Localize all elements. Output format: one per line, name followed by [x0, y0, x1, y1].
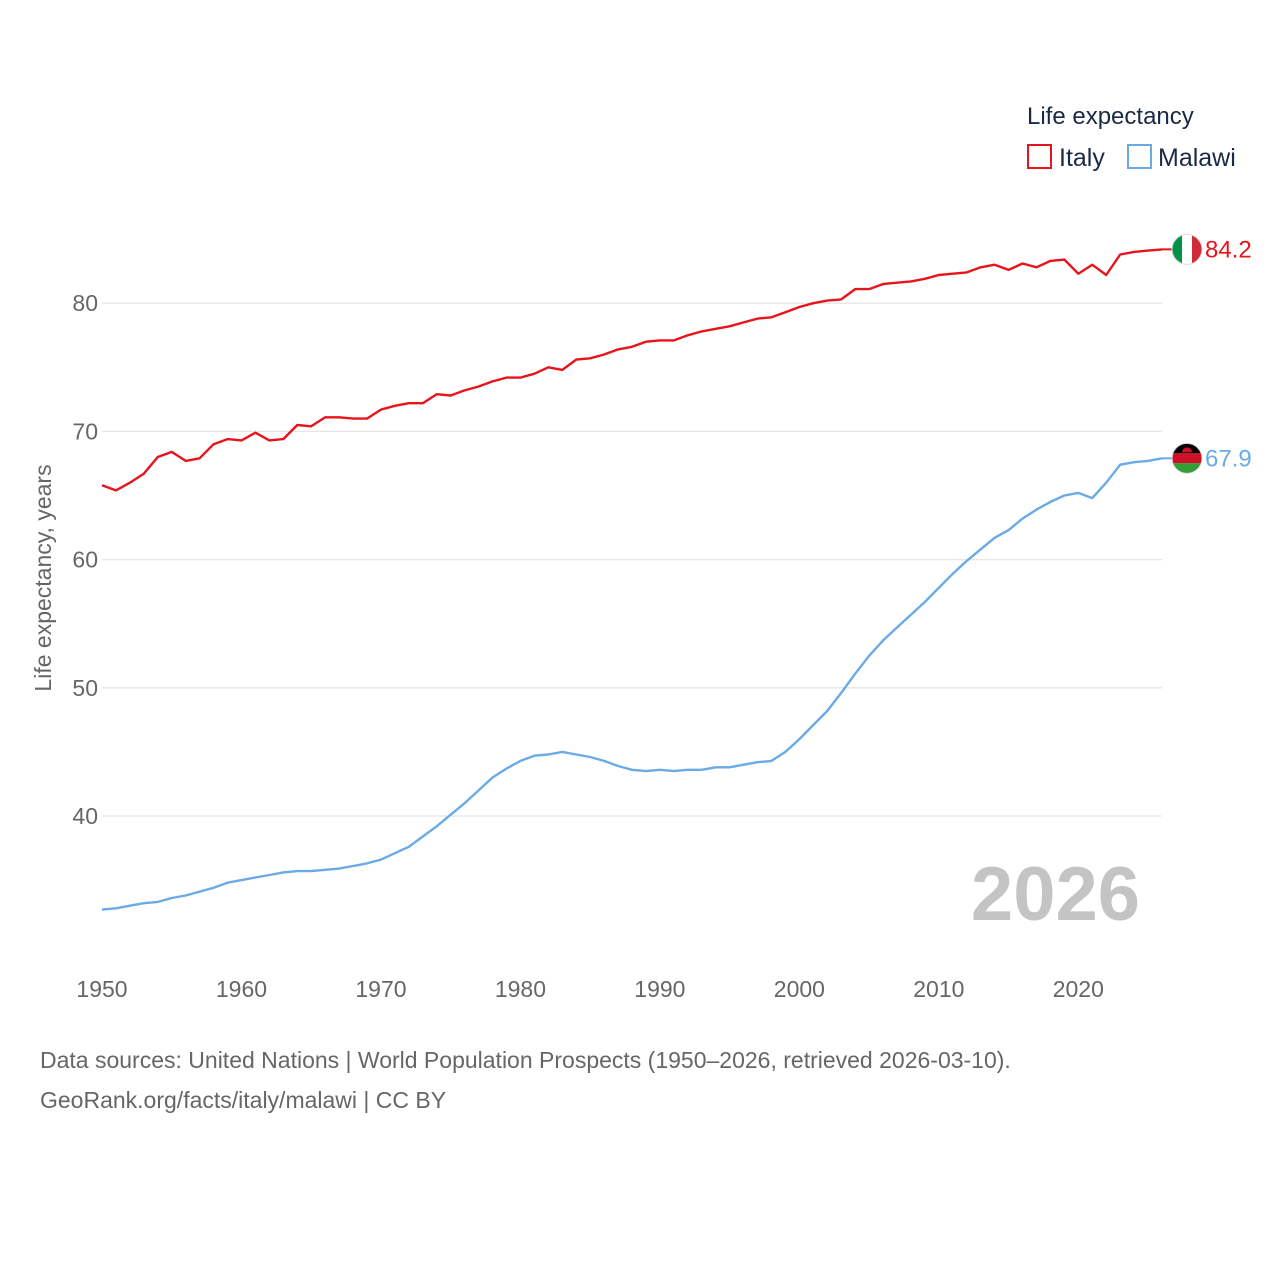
y-tick-label: 40 [72, 803, 98, 829]
x-axis-ticks: 1950 1960 1970 1980 1990 2000 2010 2020 [76, 976, 1103, 1002]
life-expectancy-chart: 40 50 60 70 80 1950 1960 1970 1980 1990 2000 2010 2… [30, 103, 1252, 1002]
end-markers: 84.2 67.9 [1162, 233, 1252, 474]
y-axis-label: Life expectancy, years [30, 464, 56, 691]
footer: Data sources: United Nations | World Pop… [40, 1040, 1011, 1120]
legend-swatch-malawi [1127, 144, 1152, 169]
attribution-link[interactable]: GeoRank.org/facts/italy/malawi | CC BY [40, 1087, 447, 1113]
end-value-label-italy: 84.2 [1205, 236, 1252, 263]
series-line-italy[interactable] [101, 248, 1163, 492]
x-tick-label: 2020 [1053, 976, 1104, 1002]
end-value-label-malawi: 67.9 [1205, 445, 1252, 472]
x-tick-label: 1990 [634, 976, 685, 1002]
x-tick-label: 1970 [355, 976, 406, 1002]
gridlines [102, 302, 1162, 817]
x-tick-label: 1960 [216, 976, 267, 1002]
y-tick-label: 70 [72, 418, 98, 444]
legend-title: Life expectancy [1027, 103, 1194, 130]
legend-swatch-italy [1027, 144, 1052, 169]
italy-flag-icon [1171, 233, 1203, 265]
legend[interactable]: Life expectancy Italy Malawi [1027, 103, 1236, 172]
y-tick-label: 60 [72, 547, 98, 573]
x-tick-label: 1980 [495, 976, 546, 1002]
x-tick-label: 1950 [76, 976, 127, 1002]
legend-item-malawi[interactable]: Malawi [1127, 144, 1236, 172]
malawi-flag-icon [1171, 442, 1203, 474]
x-tick-label: 2010 [913, 976, 964, 1002]
year-watermark: 2026 [971, 852, 1140, 937]
legend-item-italy[interactable]: Italy [1027, 144, 1105, 172]
y-tick-label: 80 [72, 290, 98, 316]
series-line-malawi[interactable] [101, 457, 1163, 911]
y-axis-ticks: 40 50 60 70 80 [72, 290, 98, 829]
y-tick-label: 50 [72, 675, 98, 701]
series-lines [101, 248, 1163, 911]
legend-label-malawi: Malawi [1158, 144, 1236, 172]
data-source-note: Data sources: United Nations | World Pop… [40, 1047, 1011, 1073]
legend-label-italy: Italy [1059, 144, 1105, 172]
x-tick-label: 2000 [774, 976, 825, 1002]
